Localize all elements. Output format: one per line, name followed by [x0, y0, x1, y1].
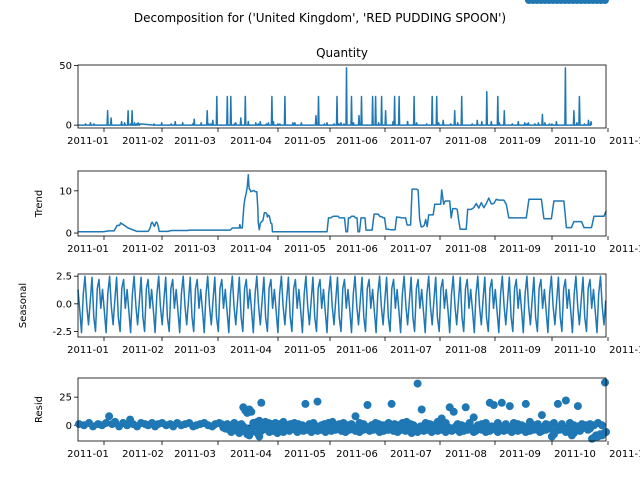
observed-panel: Quantity 0 50 2011-01 2011-02 2011-03 2011-04 2…	[59, 46, 640, 147]
trend-panel: Trend 0 10 2011-01 2011-02 2011-03 2011-04 2011…	[34, 170, 640, 255]
resid-point	[351, 412, 360, 421]
seasonal-ylabel: Seasonal	[18, 283, 29, 328]
resid-point	[247, 407, 256, 416]
observed-xtick-label: 2011-08	[445, 136, 487, 147]
trend-xtick-label: 2011-03	[174, 244, 216, 255]
seasonal-panel: Seasonal -2.5 0.0 2.5 2011-01 2011-02 2011-03 2…	[18, 272, 640, 356]
resid-ylabel: Resid	[34, 396, 45, 423]
resid-point	[313, 397, 322, 406]
resid-xtick-label: 2011-05	[284, 449, 326, 460]
seasonal-xtick-label: 2011-02	[122, 345, 164, 356]
seasonal-ytick-label: -2.5	[52, 327, 72, 338]
resid-point	[586, 424, 594, 433]
resid-xtick-label: 2011-02	[122, 449, 164, 460]
trend-xtick-label: 2011-06	[336, 244, 378, 255]
trend-xtick-label: 2011-10	[554, 244, 596, 255]
seasonal-ytick-label: 0.0	[56, 299, 72, 310]
trend-ylabel: Trend	[34, 190, 45, 218]
observed-xtick-label: 2011-06	[336, 136, 378, 147]
resid-xtick-label: 2011-01	[67, 449, 109, 460]
trend-xtick-label: 2011-05	[284, 244, 326, 255]
seasonal-xtick-label: 2011-01	[67, 345, 109, 356]
resid-xtick-label: 2011-04	[230, 449, 272, 460]
resid-point	[257, 398, 266, 407]
seasonal-xtick-label: 2011-05	[284, 345, 326, 356]
resid-point	[461, 403, 470, 412]
resid-point	[417, 405, 426, 414]
resid-xtick-label: 2011-07	[390, 449, 432, 460]
observed-title: Quantity	[316, 46, 368, 60]
resid-point	[413, 379, 422, 388]
trend-xtick-label: 2011-02	[122, 244, 164, 255]
resid-ytick-label: 25	[59, 393, 72, 404]
trend-xtick-label: 2011-07	[390, 244, 432, 255]
seasonal-xtick-label: 2011-03	[174, 345, 216, 356]
seasonal-xtick-label: 2011-08	[445, 345, 487, 356]
seasonal-xtick-label: 2011-11	[609, 345, 640, 356]
trend-xtick-label: 2011-11	[609, 244, 640, 255]
resid-point	[449, 407, 458, 416]
observed-xtick-label: 2011-05	[284, 136, 326, 147]
seasonal-xtick-label: 2011-09	[499, 345, 541, 356]
figure-suptitle: Decomposition for ('United Kingdom', 'RE…	[134, 11, 506, 25]
resid-xtick-label: 2011-11	[609, 449, 640, 460]
seasonal-axes-frame	[77, 273, 607, 338]
resid-point	[301, 399, 310, 408]
trend-axes-frame	[77, 170, 607, 237]
resid-point	[561, 396, 570, 405]
resid-point	[601, 378, 609, 387]
resid-point	[102, 419, 111, 427]
seasonal-xtick-label: 2011-10	[554, 345, 596, 356]
seasonal-xtick-label: 2011-06	[336, 345, 378, 356]
trend-ytick-label: 10	[59, 186, 72, 197]
resid-point	[601, 0, 609, 4]
resid-point	[505, 402, 514, 411]
resid-point	[537, 411, 546, 420]
resid-ytick-label: 0	[66, 421, 72, 432]
resid-axes-frame	[77, 377, 607, 442]
resid-point	[489, 401, 498, 409]
observed-xtick-label: 2011-10	[554, 136, 596, 147]
resid-point	[105, 412, 114, 421]
seasonal-xtick-label: 2011-07	[390, 345, 432, 356]
resid-point	[553, 399, 562, 408]
resid-panel: Resid 0 25 2011-01 2011-02 2011-03 2011-04 2011…	[34, 0, 640, 460]
resid-xtick-label: 2011-06	[336, 449, 378, 460]
observed-xtick-label: 2011-01	[67, 136, 109, 147]
resid-point	[573, 402, 582, 411]
resid-point	[520, 424, 529, 433]
resid-xtick-label: 2011-08	[445, 449, 487, 460]
observed-series-line	[78, 67, 593, 126]
resid-point	[387, 399, 396, 408]
resid-point	[521, 399, 530, 408]
resid-point	[497, 398, 506, 407]
resid-point	[469, 413, 478, 422]
resid-point	[565, 423, 574, 432]
observed-axes-frame	[77, 64, 607, 129]
trend-xtick-label: 2011-09	[499, 244, 541, 255]
observed-ytick-label: 0	[66, 121, 72, 132]
observed-xtick-label: 2011-09	[499, 136, 541, 147]
observed-xtick-label: 2011-04	[230, 136, 272, 147]
trend-xtick-label: 2011-04	[230, 244, 272, 255]
trend-series-line	[78, 174, 607, 233]
resid-xtick-label: 2011-10	[554, 449, 596, 460]
trend-xtick-label: 2011-08	[445, 244, 487, 255]
observed-xtick-label: 2011-02	[122, 136, 164, 147]
seasonal-ytick-label: 2.5	[56, 272, 72, 283]
resid-point	[545, 424, 554, 433]
seasonal-series-line	[77, 275, 607, 334]
seasonal-xtick-label: 2011-04	[230, 345, 272, 356]
observed-xtick-label: 2011-03	[174, 136, 216, 147]
resid-point	[598, 421, 606, 430]
resid-xtick-label: 2011-09	[499, 449, 541, 460]
observed-ytick-label: 50	[59, 61, 72, 72]
trend-ytick-label: 0	[66, 229, 72, 240]
resid-xtick-label: 2011-03	[174, 449, 216, 460]
trend-xtick-label: 2011-01	[67, 244, 109, 255]
observed-xtick-label: 2011-11	[609, 136, 640, 147]
observed-xtick-label: 2011-07	[390, 136, 432, 147]
resid-point	[363, 401, 372, 409]
